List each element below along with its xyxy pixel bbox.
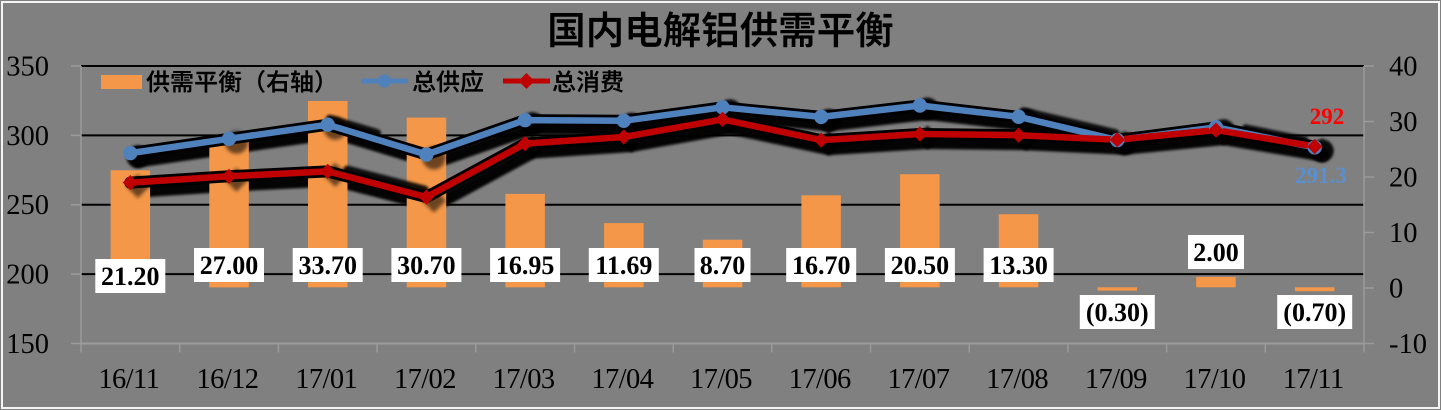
svg-text:20: 20 <box>1389 162 1418 193</box>
svg-text:27.00: 27.00 <box>200 251 259 280</box>
svg-text:-10: -10 <box>1389 329 1427 360</box>
svg-text:292: 292 <box>1310 104 1345 129</box>
svg-text:16/12: 16/12 <box>197 364 259 395</box>
svg-text:17/10: 17/10 <box>1184 364 1246 395</box>
svg-text:17/05: 17/05 <box>690 364 752 395</box>
svg-text:16.95: 16.95 <box>496 251 555 280</box>
svg-text:17/06: 17/06 <box>789 364 851 395</box>
svg-text:150: 150 <box>6 329 49 360</box>
svg-text:11.69: 11.69 <box>595 251 652 280</box>
svg-text:(0.70): (0.70) <box>1283 298 1346 327</box>
svg-text:250: 250 <box>6 190 49 221</box>
svg-text:33.70: 33.70 <box>298 251 357 280</box>
svg-text:300: 300 <box>6 121 49 152</box>
svg-text:17/07: 17/07 <box>887 364 949 395</box>
svg-text:17/02: 17/02 <box>394 364 456 395</box>
svg-text:20.50: 20.50 <box>891 251 950 280</box>
svg-text:2.00: 2.00 <box>1193 238 1239 267</box>
svg-text:0: 0 <box>1389 273 1403 304</box>
svg-text:21.20: 21.20 <box>101 262 160 291</box>
svg-text:30: 30 <box>1389 107 1418 138</box>
svg-text:350: 350 <box>6 51 49 82</box>
svg-text:17/09: 17/09 <box>1085 364 1147 395</box>
svg-text:291.3: 291.3 <box>1295 163 1347 188</box>
svg-text:(0.30): (0.30) <box>1086 298 1149 327</box>
svg-text:17/04: 17/04 <box>591 364 653 395</box>
svg-text:17/03: 17/03 <box>493 364 555 395</box>
svg-text:17/01: 17/01 <box>295 364 357 395</box>
svg-text:13.30: 13.30 <box>989 251 1048 280</box>
svg-text:40: 40 <box>1389 51 1418 82</box>
svg-text:10: 10 <box>1389 218 1418 249</box>
svg-text:200: 200 <box>6 260 49 291</box>
svg-text:16.70: 16.70 <box>792 251 851 280</box>
svg-text:17/08: 17/08 <box>986 364 1048 395</box>
svg-text:17/11: 17/11 <box>1283 364 1344 395</box>
svg-text:16/11: 16/11 <box>98 364 159 395</box>
svg-text:8.70: 8.70 <box>700 251 746 280</box>
svg-text:30.70: 30.70 <box>397 251 456 280</box>
